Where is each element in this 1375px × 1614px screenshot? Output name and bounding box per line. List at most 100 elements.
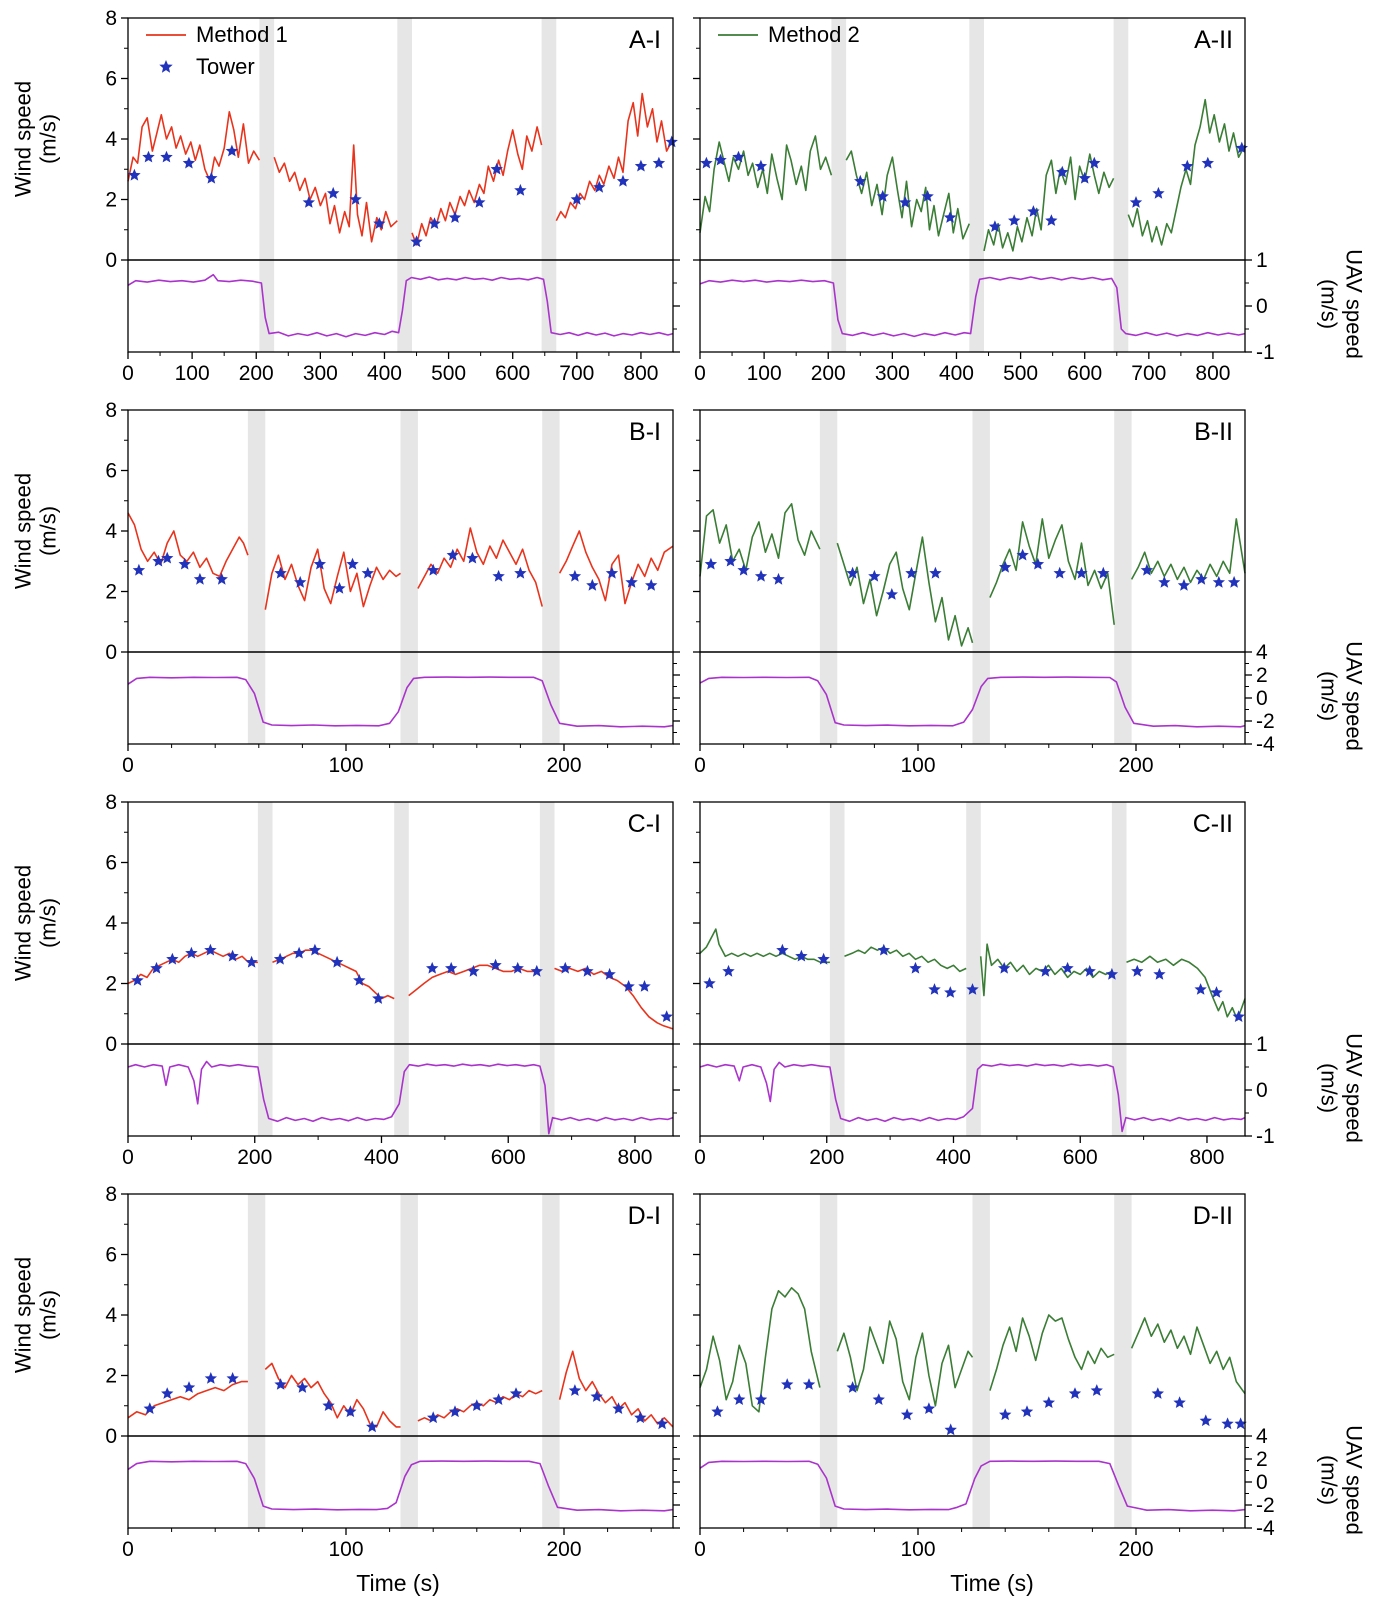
- tower-star-marker: [1177, 578, 1191, 591]
- tower-star-marker: [131, 974, 144, 986]
- tower-star-marker: [1008, 214, 1021, 226]
- tower-star-marker: [754, 569, 768, 582]
- wind-speed-axis-label-col-row-b: Wind speed (m/s): [8, 400, 64, 774]
- tower-star-marker: [344, 1405, 357, 1418]
- tower-star-marker: [1020, 1405, 1034, 1418]
- tower-star-marker: [448, 211, 462, 223]
- tower-star-marker: [872, 1393, 885, 1405]
- svg-text:B-II: B-II: [1194, 418, 1233, 446]
- svg-text:400: 400: [367, 362, 402, 385]
- tower-star-marker: [349, 193, 362, 205]
- svg-text:C-II: C-II: [1193, 810, 1233, 838]
- uav-speed-axis-label: UAV speed (m/s): [1316, 1425, 1367, 1535]
- svg-text:0: 0: [694, 362, 706, 385]
- tower-star-marker: [660, 1010, 673, 1022]
- tower-star-marker: [308, 943, 322, 956]
- tower-star-marker: [722, 964, 735, 977]
- tower-star-marker: [929, 566, 942, 579]
- svg-text:Method 1: Method 1: [196, 22, 288, 47]
- tower-star-marker: [700, 156, 713, 169]
- tower-star-marker: [876, 190, 889, 202]
- svg-text:100: 100: [900, 754, 935, 777]
- wind-speed-axis-label-col-row-a: Wind speed (m/s): [8, 8, 64, 382]
- svg-text:400: 400: [936, 1146, 971, 1169]
- svg-text:-1: -1: [1256, 1125, 1275, 1148]
- tower-star-marker: [998, 961, 1011, 974]
- svg-text:A-II: A-II: [1194, 26, 1233, 54]
- tower-star-marker: [446, 548, 459, 561]
- tower-star-marker: [900, 1408, 914, 1421]
- svg-text:100: 100: [328, 1538, 363, 1561]
- svg-text:C-I: C-I: [628, 810, 661, 838]
- tower-star-marker: [909, 961, 922, 974]
- svg-text:0: 0: [105, 1033, 117, 1056]
- svg-text:2: 2: [105, 973, 117, 996]
- svg-text:2: 2: [1256, 1448, 1268, 1471]
- tower-star-marker: [612, 1402, 625, 1414]
- tower-star-marker: [1061, 961, 1074, 974]
- tower-star-marker: [1031, 557, 1045, 570]
- svg-text:A-I: A-I: [629, 26, 661, 54]
- tower-star-marker: [448, 1405, 462, 1418]
- svg-text:300: 300: [303, 362, 338, 385]
- svg-text:6: 6: [105, 68, 117, 91]
- tower-star-marker: [152, 554, 165, 567]
- tower-star-marker: [1153, 967, 1166, 980]
- svg-text:0: 0: [1256, 1471, 1268, 1494]
- tower-star-marker: [622, 980, 635, 992]
- tower-star-marker: [645, 578, 658, 591]
- svg-text:2: 2: [1256, 664, 1268, 687]
- tower-star-marker: [161, 551, 174, 564]
- tower-star-marker: [273, 952, 287, 965]
- tower-star-marker: [795, 949, 808, 962]
- svg-text:0: 0: [105, 1425, 117, 1448]
- svg-text:800: 800: [1195, 362, 1230, 385]
- tower-star-marker: [1078, 171, 1091, 184]
- svg-text:400: 400: [364, 1146, 399, 1169]
- panel-c-i-chart: 0 200 400 600 800 0 2 4 6 8 C-I: [105, 791, 680, 1169]
- svg-text:0: 0: [105, 641, 117, 664]
- tower-star-marker: [586, 578, 599, 591]
- tower-star-marker: [846, 566, 859, 579]
- svg-text:200: 200: [546, 1538, 581, 1561]
- svg-text:2: 2: [105, 1365, 117, 1388]
- svg-text:600: 600: [1063, 1146, 1098, 1169]
- svg-text:8: 8: [105, 7, 117, 30]
- svg-text:600: 600: [1067, 362, 1102, 385]
- svg-text:4: 4: [105, 912, 117, 935]
- tower-star-marker: [1221, 1417, 1234, 1430]
- tower-star-marker: [489, 958, 502, 971]
- tower-star-marker: [999, 1408, 1012, 1421]
- svg-text:-1: -1: [1256, 341, 1275, 364]
- tower-star-marker: [204, 1372, 217, 1384]
- tower-star-marker: [330, 955, 344, 968]
- tower-star-marker: [466, 551, 479, 564]
- panel-c-ii-chart: 0 200 400 600 800 1 0 -1 C-II: [693, 801, 1275, 1169]
- tower-star-marker: [714, 153, 727, 166]
- tower-star-marker: [1045, 214, 1058, 226]
- tower-star-marker: [1056, 165, 1069, 178]
- tower-star-marker: [514, 183, 527, 196]
- tower-star-marker: [776, 943, 789, 956]
- tower-star-marker: [294, 575, 307, 588]
- tower-star-marker: [204, 943, 217, 956]
- tower-star-marker: [605, 566, 619, 579]
- tower-star-marker: [655, 1417, 669, 1430]
- tower-star-marker: [427, 1411, 440, 1424]
- svg-text:100: 100: [900, 1538, 935, 1561]
- tower-star-marker: [427, 563, 440, 576]
- tower-star-marker: [511, 961, 524, 974]
- svg-text:8: 8: [105, 399, 117, 422]
- tower-star-marker: [492, 1393, 505, 1405]
- tower-star-marker: [1027, 205, 1040, 217]
- svg-text:700: 700: [559, 362, 594, 385]
- tower-star-marker: [1097, 566, 1110, 579]
- svg-text:D-I: D-I: [628, 1202, 661, 1230]
- tower-star-marker: [1039, 964, 1052, 977]
- tower-star-marker: [711, 1405, 724, 1418]
- tower-star-marker: [353, 974, 366, 986]
- uav-speed-axis-label-col-row-b: UAV speed (m/s): [1306, 400, 1375, 774]
- tower-star-marker: [905, 566, 918, 579]
- tower-star-marker: [445, 961, 458, 974]
- tower-star-marker: [944, 1423, 957, 1436]
